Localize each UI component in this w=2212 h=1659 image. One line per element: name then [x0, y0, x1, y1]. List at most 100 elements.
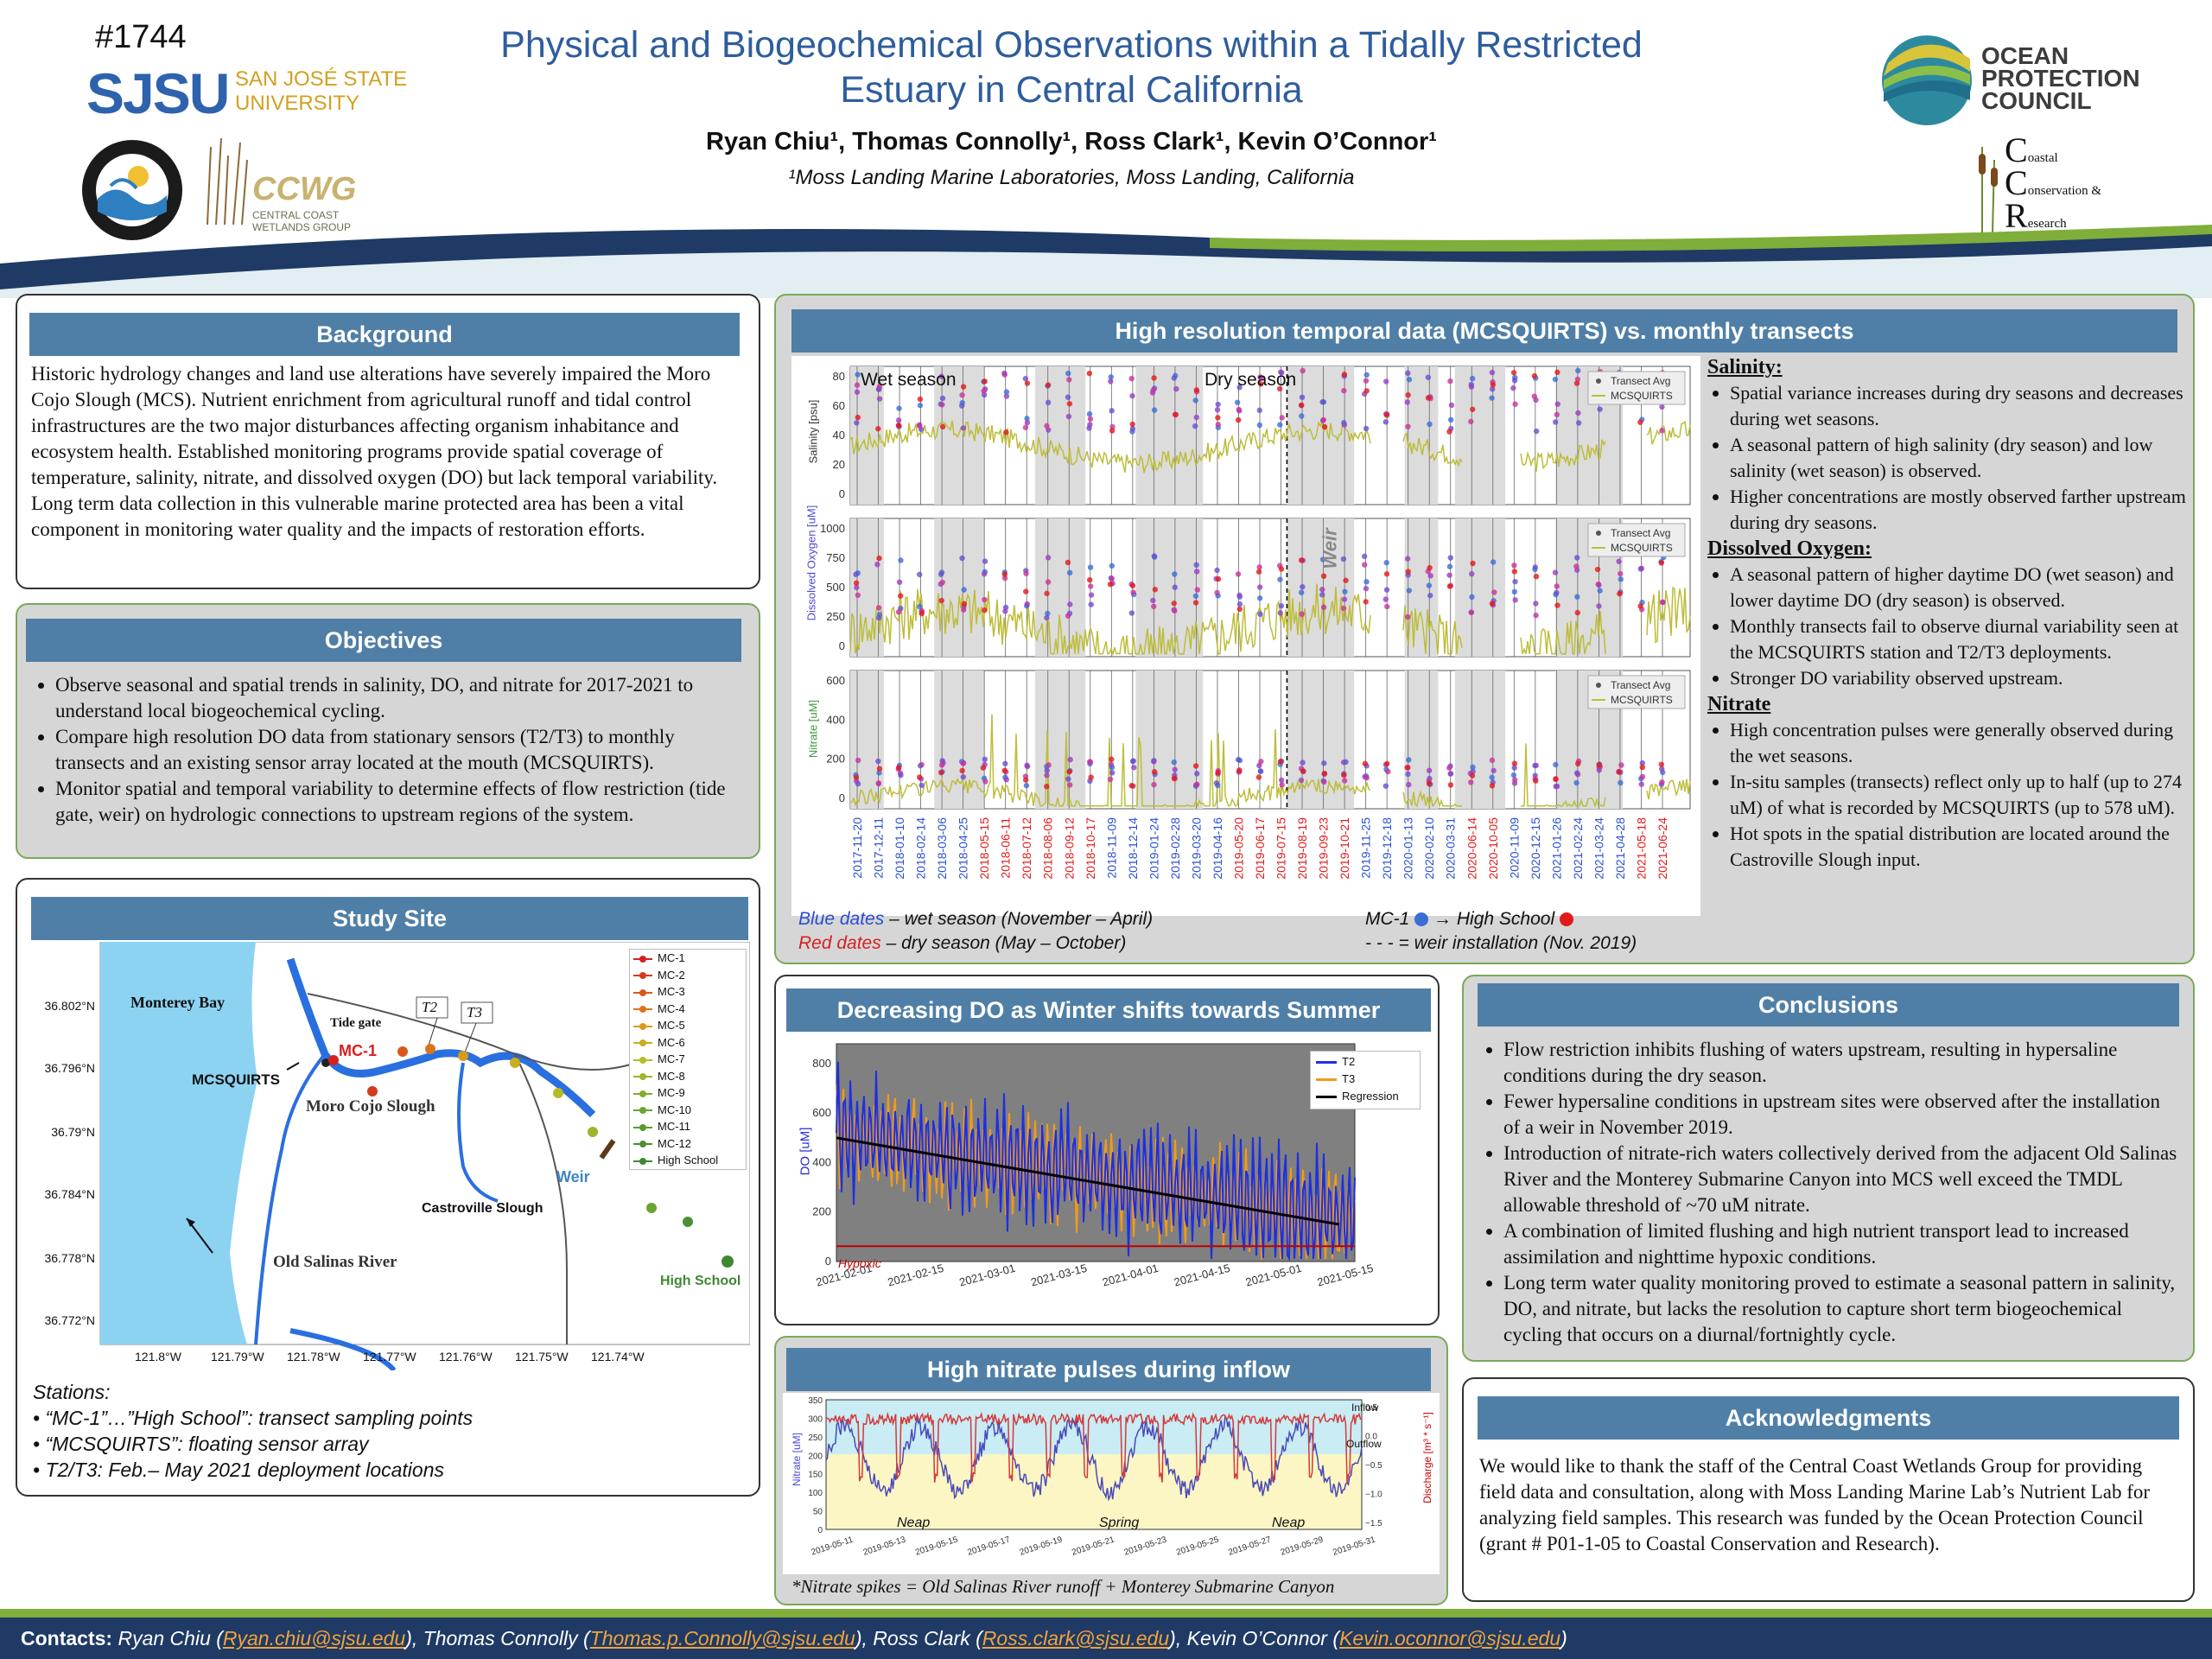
- email-link[interactable]: Thomas.p.Connolly@sjsu.edu: [589, 1627, 855, 1649]
- transect-point: [959, 767, 965, 774]
- transect-point: [1087, 759, 1094, 766]
- email-link[interactable]: Ross.clark@sjsu.edu: [982, 1627, 1170, 1649]
- salinity-note: Higher concentrations are mostly observe…: [1730, 484, 2186, 536]
- lat-tick: 36.802°N: [44, 999, 95, 1013]
- mc-station: [510, 1058, 520, 1068]
- marker-icon: [633, 988, 652, 997]
- transect-point: [1446, 563, 1453, 569]
- subplot-legend: [1587, 523, 1686, 557]
- transect-point: [1087, 422, 1093, 428]
- salinity-heading: Salinity:: [1707, 356, 1783, 378]
- transect-point: [1109, 575, 1115, 582]
- date-tick-label: 2019-07-15: [1274, 817, 1288, 880]
- transect-point: [1341, 422, 1348, 428]
- cattail-icon: [1979, 147, 1998, 233]
- legend-t2: T2: [1316, 1055, 1355, 1068]
- objective-item: Monitor spatial and temporal variability…: [55, 776, 740, 828]
- transect-point: [875, 758, 881, 765]
- transect-point: [1596, 761, 1602, 768]
- transect-point: [1319, 592, 1325, 598]
- transect-point: [896, 405, 902, 411]
- season-band: [1135, 518, 1204, 657]
- salinity-subplot: 80 60 40 20 0 Transect Avg MCSQUIRTS: [833, 365, 1691, 505]
- transect-point: [1256, 595, 1263, 601]
- transect-point: [1468, 609, 1475, 615]
- transect-point: [1192, 593, 1199, 599]
- outflow-label: Outflow: [1346, 1438, 1382, 1450]
- objectives-list: Observe seasonal and spatial trends in s…: [31, 672, 740, 828]
- transect-point: [1658, 761, 1665, 767]
- transect-point: [1044, 590, 1050, 597]
- transect-point: [1088, 583, 1094, 589]
- transect-point: [1533, 762, 1539, 769]
- transect-point: [1087, 564, 1094, 570]
- email-link[interactable]: Ryan.chiu@sjsu.edu: [222, 1627, 406, 1649]
- transect-point: [1044, 772, 1050, 779]
- transect-point: [1552, 569, 1559, 575]
- y-left-tick: 0: [817, 1526, 823, 1535]
- marker-icon: [633, 1039, 652, 1047]
- line-swatch-icon: [1316, 1061, 1337, 1065]
- mc-station: [397, 1046, 408, 1057]
- transect-point: [1659, 428, 1665, 434]
- legend-mcs-label: MCSQUIRTS: [1611, 694, 1673, 706]
- transect-point: [1108, 761, 1115, 768]
- y-tick-label: 0: [825, 1255, 831, 1268]
- transect-point: [1427, 593, 1433, 599]
- transect-point: [1171, 375, 1177, 381]
- map-label-moro: Moro Cojo Slough: [306, 1097, 435, 1116]
- transect-point: [960, 760, 966, 766]
- transect-point: [1533, 601, 1539, 607]
- transect-point: [1003, 389, 1010, 395]
- transect-point: [1258, 375, 1264, 381]
- transect-point: [959, 555, 965, 562]
- transect-point: [1024, 762, 1030, 768]
- transect-point: [1489, 395, 1495, 401]
- spring-label: Spring: [1099, 1516, 1140, 1530]
- objective-item: Compare high resolution DO data from sta…: [55, 724, 740, 776]
- transect-point: [1321, 770, 1328, 777]
- transect-point: [1382, 596, 1389, 602]
- transect-point: [1299, 413, 1305, 419]
- date-tick-label: 2019-01-24: [1147, 817, 1160, 880]
- do-note: A seasonal pattern of higher daytime DO …: [1730, 562, 2186, 613]
- legend-entry: MC-3: [630, 983, 746, 1001]
- transect-point: [1363, 388, 1370, 394]
- transect-point: [1426, 780, 1433, 787]
- transect-point: [1447, 555, 1453, 561]
- transect-point: [1363, 372, 1370, 378]
- transect-point: [1363, 378, 1370, 384]
- transect-point: [1194, 771, 1200, 777]
- transect-point: [1425, 395, 1432, 401]
- transect-point: [1384, 603, 1390, 610]
- lon-tick: 121.75°W: [515, 1350, 569, 1363]
- y-left-tick: 250: [808, 1433, 823, 1443]
- transect-point: [1109, 563, 1116, 569]
- poster-title: Physical and Biogeochemical Observations…: [397, 22, 1745, 112]
- transect-point: [917, 396, 924, 403]
- marker-icon: [633, 1072, 652, 1081]
- transect-point: [1382, 419, 1389, 425]
- transect-point: [1552, 376, 1559, 383]
- date-tick-label: 2018-02-14: [914, 817, 928, 880]
- mc-station: [553, 1088, 563, 1098]
- transect-point: [1618, 576, 1624, 582]
- transect-point: [1109, 756, 1115, 762]
- date-tick-label: 2019-10-21: [1338, 817, 1351, 880]
- transect-point: [1279, 415, 1285, 421]
- transect-point: [1001, 571, 1008, 577]
- transect-point: [1278, 777, 1285, 784]
- transect-point: [1003, 429, 1009, 435]
- transect-point: [1385, 768, 1391, 775]
- transect-point: [1321, 760, 1327, 766]
- transect-point: [1299, 611, 1305, 617]
- map-label-high-school: High School: [660, 1274, 741, 1288]
- transect-point: [1511, 569, 1518, 575]
- transect-point: [1534, 428, 1540, 435]
- title-line-2: Estuary in Central California: [840, 69, 1303, 111]
- transect-point: [1255, 569, 1262, 575]
- season-band: [1454, 366, 1506, 505]
- email-link[interactable]: Kevin.oconnor@sjsu.edu: [1339, 1627, 1561, 1649]
- transect-point: [1470, 764, 1476, 771]
- map-label-t2: T2: [422, 999, 437, 1015]
